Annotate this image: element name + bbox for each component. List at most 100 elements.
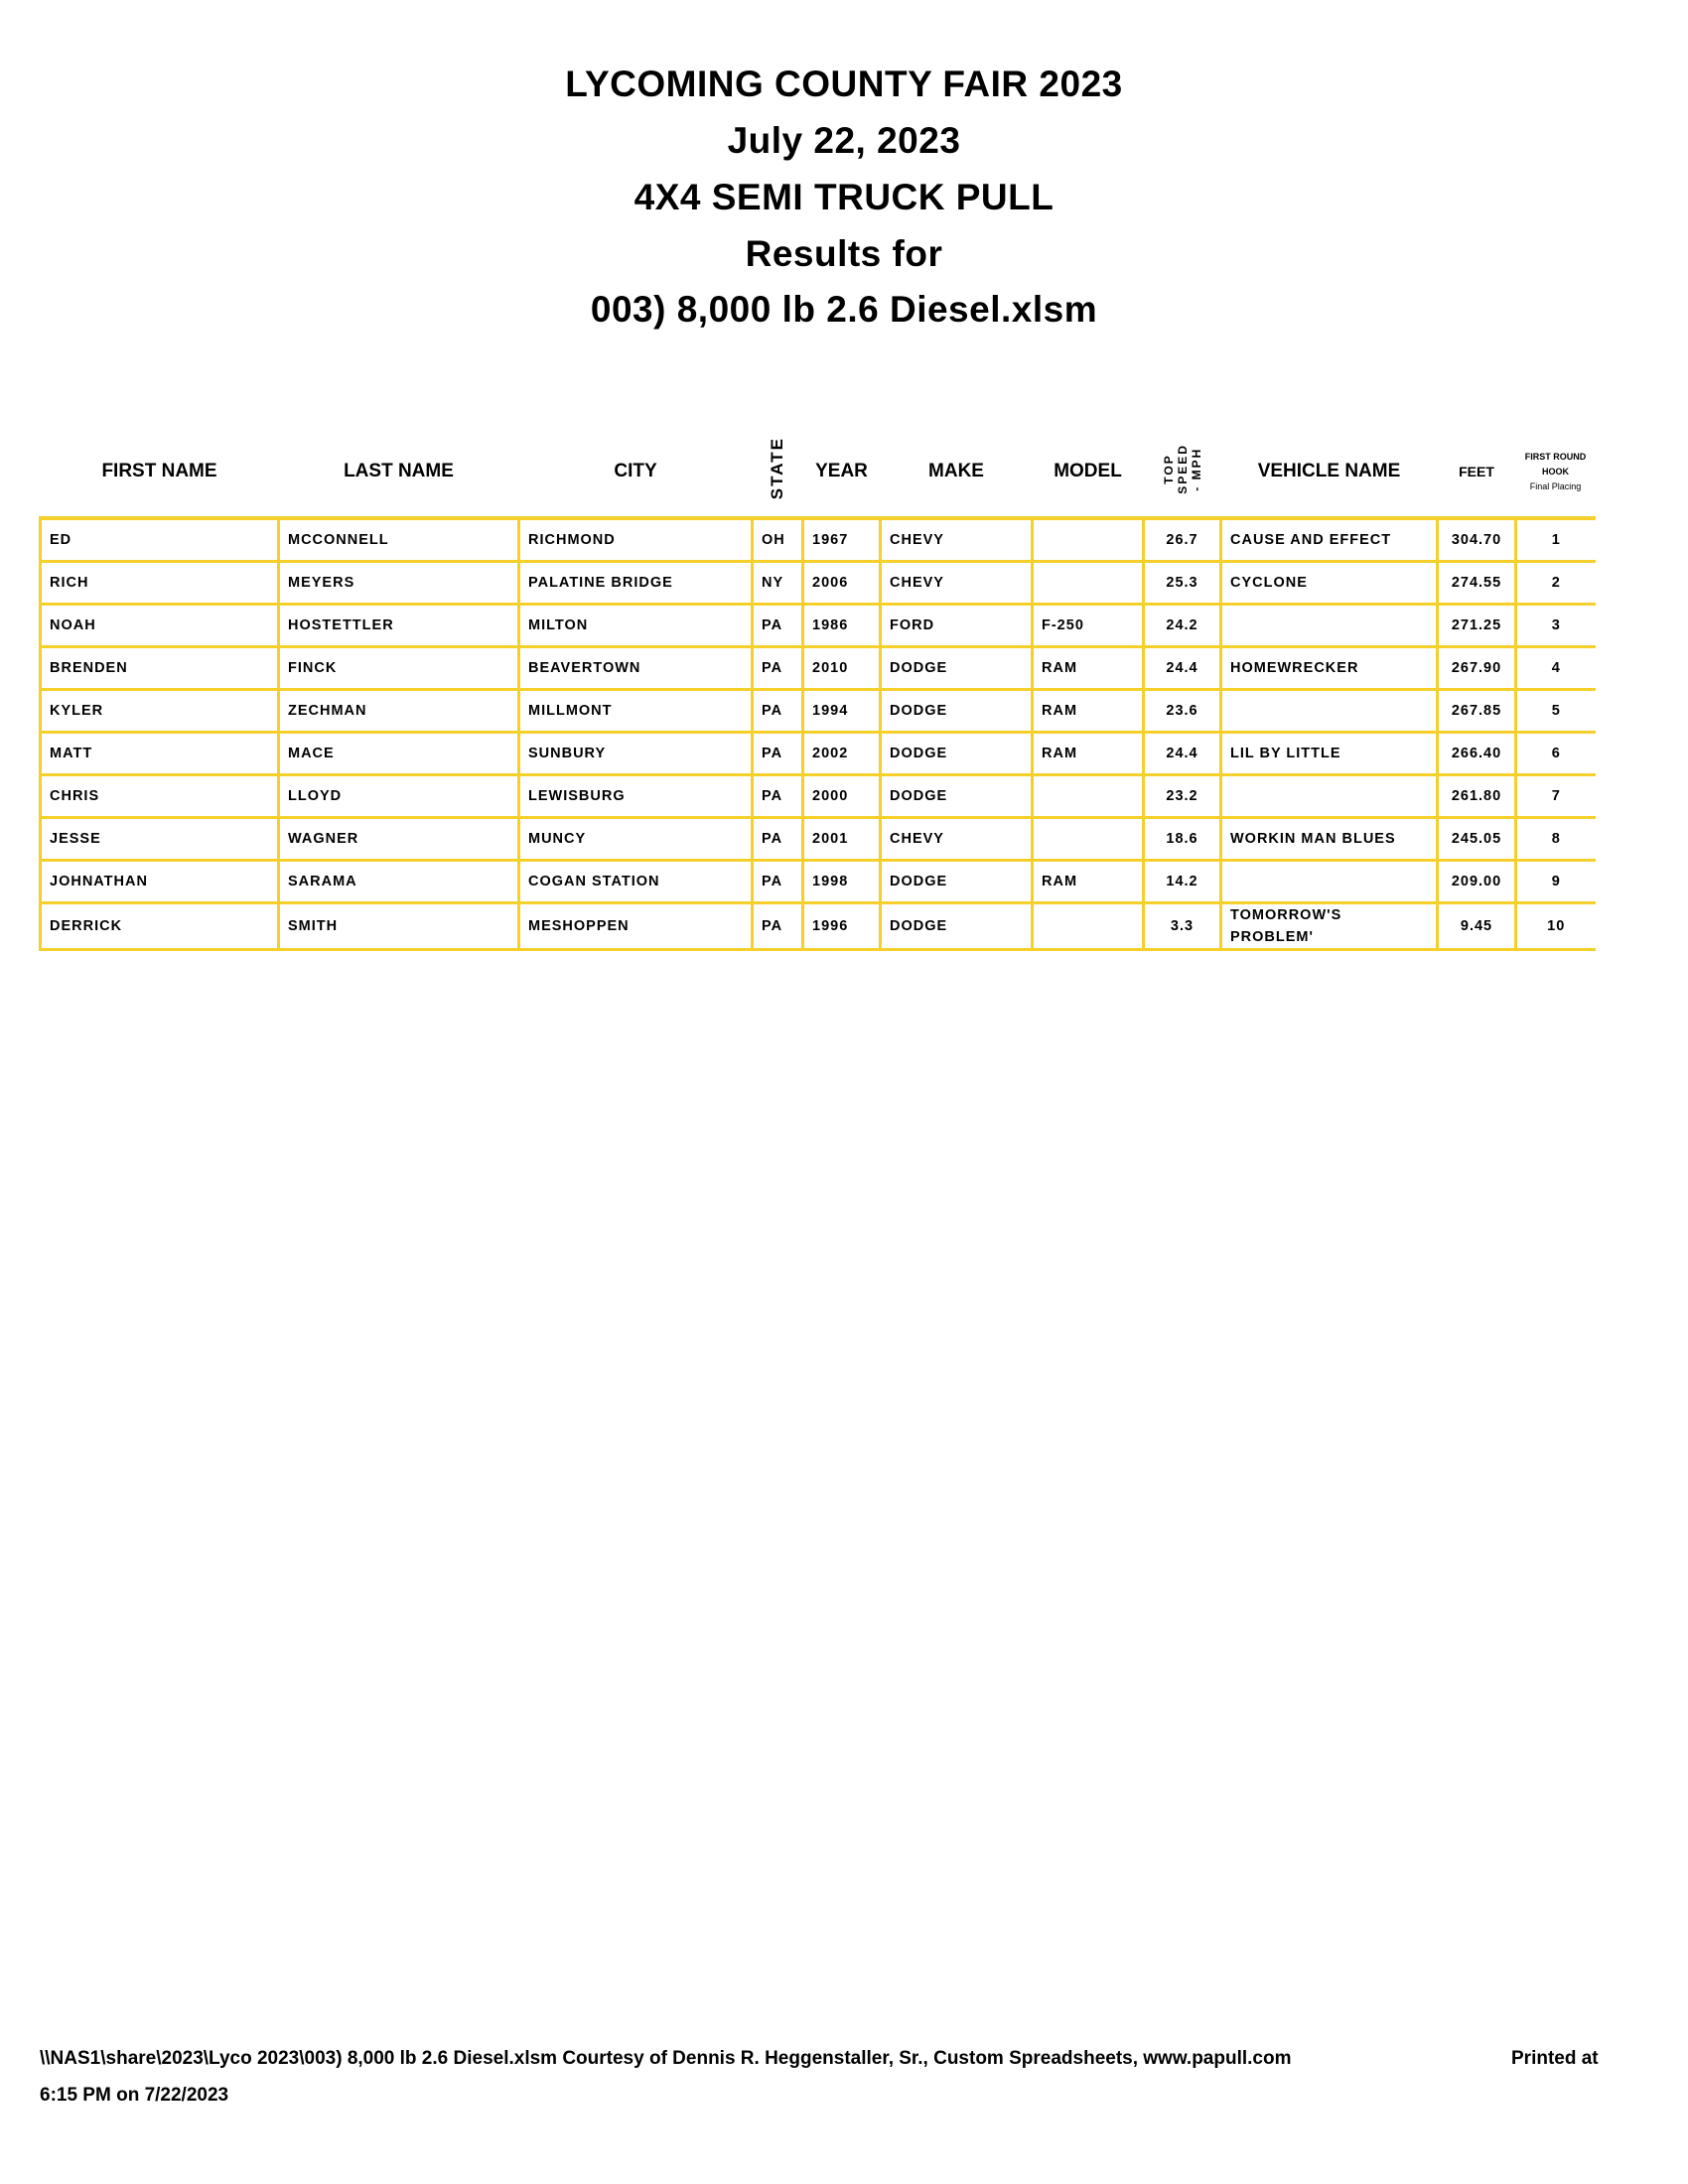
cell-vehicle-name (1219, 688, 1439, 734)
cell-state: PA (751, 773, 804, 819)
class-name: 003) 8,000 lb 2.6 Diesel.xlsm (590, 289, 1098, 330)
event-date: July 22, 2023 (727, 120, 961, 161)
cell-feet: 266.40 (1436, 731, 1517, 776)
cell-state: PA (751, 816, 804, 862)
cell-state: PA (751, 731, 804, 776)
cell-model (1031, 773, 1145, 819)
cell-make: DODGE (879, 773, 1034, 819)
cell-last-name: SARAMA (277, 859, 520, 904)
cell-vehicle-name: CYCLONE (1219, 560, 1439, 606)
table-row: JESSE WAGNER MUNCY PA 2001 CHEVY 18.6 WORKIN MA… (39, 816, 1596, 862)
cell-make: DODGE (879, 645, 1034, 691)
cell-city: LEWISBURG (517, 773, 754, 819)
footer-printed-at: Printed at (1511, 2048, 1599, 2069)
cell-city: MILTON (517, 603, 754, 648)
cell-vehicle-name: HOMEWRECKER (1219, 645, 1439, 691)
cell-year: 2001 (801, 816, 882, 862)
cell-vehicle-name: CAUSE AND EFFECT (1219, 516, 1439, 563)
cell-model: RAM (1031, 645, 1145, 691)
cell-model: RAM (1031, 688, 1145, 734)
cell-city: MUNCY (517, 816, 754, 862)
cell-city: MESHOPPEN (517, 901, 754, 951)
cell-top-speed: 24.4 (1142, 645, 1222, 691)
cell-year: 2006 (801, 560, 882, 606)
cell-first-name: DERRICK (39, 901, 280, 951)
cell-last-name: FINCK (277, 645, 520, 691)
table-row: CHRIS LLOYD LEWISBURG PA 2000 DODGE 23.2 261.80… (39, 773, 1596, 819)
cell-year: 2010 (801, 645, 882, 691)
cell-model: RAM (1031, 731, 1145, 776)
cell-last-name: HOSTETTLER (277, 603, 520, 648)
cell-feet: 271.25 (1436, 603, 1517, 648)
cell-feet: 209.00 (1436, 859, 1517, 904)
cell-first-name: RICH (39, 560, 280, 606)
header-placing: FIRST ROUND HOOK Final Placing (1524, 451, 1587, 491)
cell-make: CHEVY (879, 560, 1034, 606)
fair-title: LYCOMING COUNTY FAIR 2023 (565, 64, 1123, 104)
cell-year: 2000 (801, 773, 882, 819)
cell-make: FORD (879, 603, 1034, 648)
cell-first-name: KYLER (39, 688, 280, 734)
cell-first-name: JESSE (39, 816, 280, 862)
cell-vehicle-name: LIL BY LITTLE (1219, 731, 1439, 776)
table-row: RICH MEYERS PALATINE BRIDGE NY 2006 CHEVY 25.3… (39, 560, 1596, 606)
cell-first-name: JOHNATHAN (39, 859, 280, 904)
header-city: CITY (614, 461, 657, 481)
cell-last-name: WAGNER (277, 816, 520, 862)
header-model: MODEL (1054, 461, 1122, 481)
cell-state: NY (751, 560, 804, 606)
header-feet: FEET (1459, 464, 1494, 479)
cell-state: PA (751, 645, 804, 691)
cell-placing: 10 (1514, 901, 1596, 951)
cell-top-speed: 24.2 (1142, 603, 1222, 648)
footer-print-time: 6:15 PM on 7/22/2023 (40, 2085, 229, 2106)
table-row: NOAH HOSTETTLER MILTON PA 1986 FORD F-250 24.2 2… (39, 603, 1596, 648)
results-for-label: Results for (745, 233, 943, 274)
cell-city: RICHMOND (517, 516, 754, 563)
cell-make: DODGE (879, 731, 1034, 776)
cell-top-speed: 14.2 (1142, 859, 1222, 904)
cell-placing: 1 (1514, 516, 1596, 563)
cell-last-name: MACE (277, 731, 520, 776)
cell-city: COGAN STATION (517, 859, 754, 904)
header-row: FIRST NAME LAST NAME CITY STATE YEAR MAK… (41, 427, 1596, 518)
cell-year: 1998 (801, 859, 882, 904)
cell-first-name: ED (39, 516, 280, 563)
cell-last-name: MEYERS (277, 560, 520, 606)
cell-last-name: MCCONNELL (277, 516, 520, 563)
table-row: KYLER ZECHMAN MILLMONT PA 1994 DODGE RAM 23.6 26… (39, 688, 1596, 734)
cell-placing: 2 (1514, 560, 1596, 606)
cell-top-speed: 25.3 (1142, 560, 1222, 606)
cell-city: MILLMONT (517, 688, 754, 734)
cell-feet: 261.80 (1436, 773, 1517, 819)
cell-feet: 304.70 (1436, 516, 1517, 563)
cell-model (1031, 816, 1145, 862)
cell-year: 1996 (801, 901, 882, 951)
cell-top-speed: 23.2 (1142, 773, 1222, 819)
table-row: JOHNATHAN SARAMA COGAN STATION PA 1998 DODGE R… (39, 859, 1596, 904)
cell-make: DODGE (879, 688, 1034, 734)
cell-make: DODGE (879, 859, 1034, 904)
cell-model: F-250 (1031, 603, 1145, 648)
cell-feet: 267.85 (1436, 688, 1517, 734)
cell-top-speed: 18.6 (1142, 816, 1222, 862)
cell-year: 1994 (801, 688, 882, 734)
cell-placing: 6 (1514, 731, 1596, 776)
cell-first-name: NOAH (39, 603, 280, 648)
cell-year: 2002 (801, 731, 882, 776)
cell-state: PA (751, 859, 804, 904)
header-top-speed: TOP SPEED - MPH (1161, 443, 1203, 494)
cell-first-name: BRENDEN (39, 645, 280, 691)
cell-vehicle-name (1219, 773, 1439, 819)
cell-model (1031, 560, 1145, 606)
cell-vehicle-name: WORKIN MAN BLUES (1219, 816, 1439, 862)
cell-city: BEAVERTOWN (517, 645, 754, 691)
cell-state: PA (751, 901, 804, 951)
cell-placing: 9 (1514, 859, 1596, 904)
cell-feet: 9.45 (1436, 901, 1517, 951)
table-row: BRENDEN FINCK BEAVERTOWN PA 2010 DODGE RAM 24.4… (39, 645, 1596, 691)
header-make: MAKE (928, 461, 984, 481)
cell-state: PA (751, 688, 804, 734)
cell-vehicle-name (1219, 859, 1439, 904)
cell-top-speed: 26.7 (1142, 516, 1222, 563)
